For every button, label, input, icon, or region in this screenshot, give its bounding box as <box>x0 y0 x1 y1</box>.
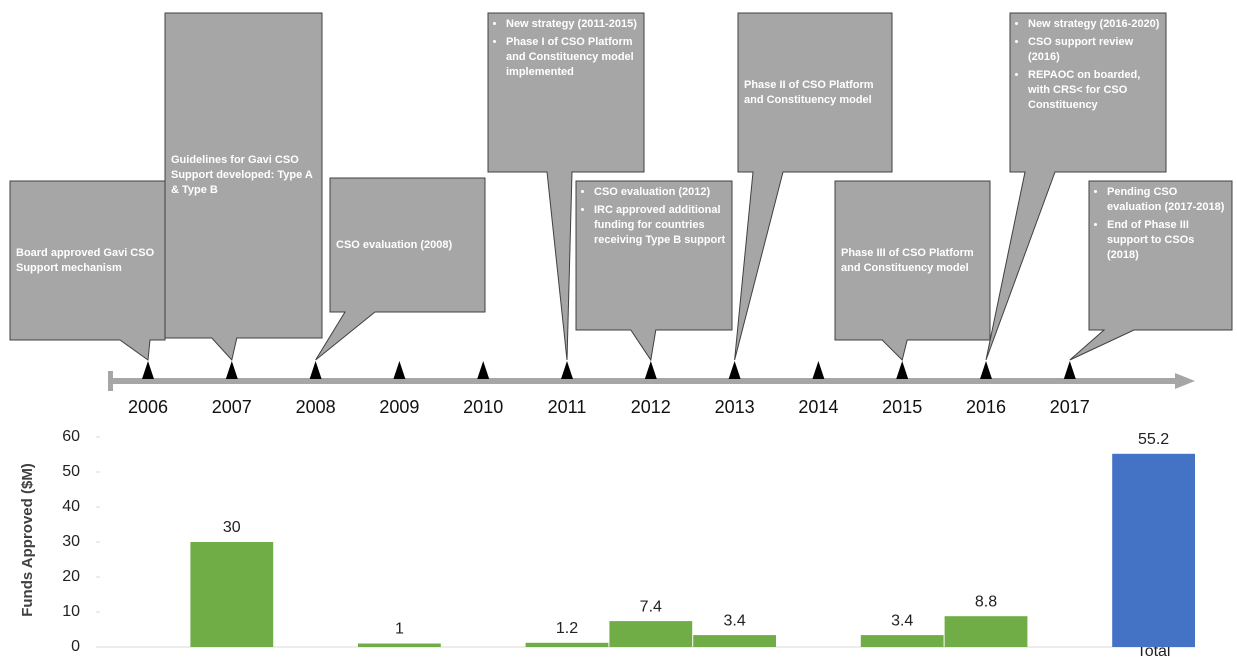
data-label: 8.8 <box>975 593 997 610</box>
timeline-start <box>108 371 113 391</box>
year-marker <box>561 361 573 379</box>
year-label: 2006 <box>128 397 168 417</box>
y-tick-label: 30 <box>62 533 80 550</box>
bullet-list: Pending CSO evaluation (2017-2018)End of… <box>1095 185 1226 266</box>
event-text: CSO evaluation (2008) <box>336 238 453 251</box>
year-label: 2013 <box>715 397 755 417</box>
year-label: 2012 <box>631 397 671 417</box>
event-text: Phase III of CSO Platform and Constituen… <box>841 246 974 274</box>
year-label: 2014 <box>798 397 838 417</box>
event-text: Board approved Gavi CSO Support mechanis… <box>16 246 155 274</box>
year-label: 2010 <box>463 397 503 417</box>
bullet-list: New strategy (2016-2020) CSO support revi… <box>1016 17 1160 116</box>
bullet: New strategy (2011-2015) <box>506 17 638 32</box>
callout <box>734 12 893 361</box>
bar <box>1112 453 1195 647</box>
year-marker <box>812 361 825 379</box>
year-label: 2008 <box>296 397 336 417</box>
y-tick-label: 0 <box>71 638 80 655</box>
year-marker <box>896 361 909 379</box>
year-label: 2009 <box>379 397 419 417</box>
bar <box>860 635 944 647</box>
callout-text: New strategy (2011-2015) Phase I of CSO P… <box>488 13 644 172</box>
bar <box>190 542 274 647</box>
bullet: New strategy (2016-2020) <box>1028 17 1160 32</box>
bar <box>525 642 609 647</box>
year-label: 2011 <box>548 397 587 417</box>
year-label: 2016 <box>966 397 1006 417</box>
bar <box>944 616 1028 647</box>
y-tick-label: 50 <box>62 463 80 480</box>
callout-text: Phase III of CSO Platform and Constituen… <box>835 181 990 340</box>
bar <box>693 635 776 647</box>
callout <box>487 12 645 361</box>
data-label: 3.4 <box>891 612 913 629</box>
bullet: IRC approved additional funding for coun… <box>594 203 726 248</box>
callout <box>834 180 991 361</box>
year-marker <box>980 361 992 379</box>
year-marker <box>393 361 406 379</box>
year-marker <box>728 361 741 379</box>
bullet: Pending CSO evaluation (2017-2018) <box>1107 185 1226 215</box>
data-label: 1.2 <box>556 620 578 637</box>
bar <box>358 643 441 647</box>
data-label: 3.4 <box>723 612 745 629</box>
callout <box>164 12 323 362</box>
bullet-list: New strategy (2011-2015) Phase I of CSO P… <box>494 17 638 83</box>
event-text: Phase II of CSO Platform and Constituenc… <box>744 78 874 106</box>
year-marker <box>142 361 154 379</box>
y-axis-label: Funds Approved ($M) <box>19 463 36 617</box>
callout-text: Pending CSO evaluation (2017-2018)End of… <box>1089 181 1232 330</box>
bullet: End of Phase III support to CSOs (2018) <box>1107 218 1226 263</box>
bullet: Phase I of CSO Platform and Constituency… <box>506 35 638 80</box>
timeline-arrow <box>112 373 1195 389</box>
year-label: 2007 <box>212 397 252 417</box>
y-tick-label: 10 <box>62 603 80 620</box>
year-marker <box>1063 361 1076 379</box>
bar <box>609 621 693 647</box>
callout-text: New strategy (2016-2020) CSO support revi… <box>1010 13 1166 172</box>
year-marker <box>644 361 657 379</box>
bullet: CSO support review (2016) <box>1028 35 1160 65</box>
callout <box>1069 180 1233 361</box>
year-marker <box>309 361 322 379</box>
bullet: CSO evaluation (2012) <box>594 185 726 200</box>
bullet-list: CSO evaluation (2012) IRC approved additi… <box>582 185 726 251</box>
data-label: 30 <box>223 519 241 536</box>
event-text: Guidelines for Gavi CSO Support develope… <box>171 154 313 196</box>
callout-text: Guidelines for Gavi CSO Support develope… <box>165 13 322 338</box>
data-label: 55.2 <box>1138 431 1169 448</box>
data-label: 7.4 <box>640 598 662 615</box>
year-label: 2015 <box>882 397 922 417</box>
year-label: 2017 <box>1050 397 1090 417</box>
callout-text: CSO evaluation (2008) <box>330 178 485 312</box>
callout-text: Phase II of CSO Platform and Constituenc… <box>738 13 892 172</box>
year-marker <box>225 361 238 379</box>
callout <box>315 177 486 361</box>
callout <box>985 12 1167 361</box>
y-tick-label: 40 <box>62 498 80 515</box>
callout-text: CSO evaluation (2012) IRC approved additi… <box>576 181 732 330</box>
y-tick-label: 60 <box>62 428 80 445</box>
y-tick-label: 20 <box>62 568 80 585</box>
callout <box>575 180 733 362</box>
year-marker <box>477 361 490 379</box>
callout-text: Board approved Gavi CSO Support mechanis… <box>10 181 165 340</box>
bullet: REPAOC on boarded, with CRS< for CSO Con… <box>1028 68 1160 113</box>
data-label: 1 <box>395 621 404 638</box>
